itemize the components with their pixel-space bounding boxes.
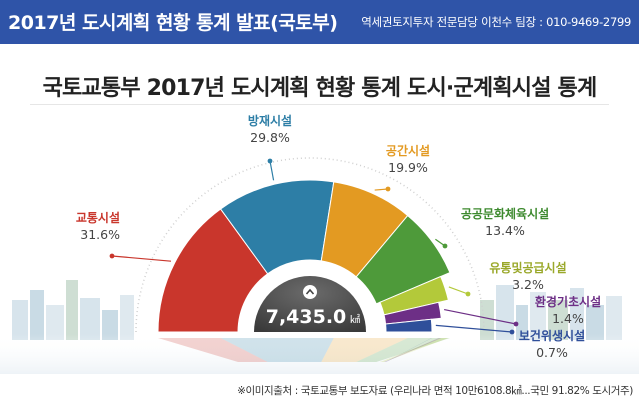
skyline-building bbox=[80, 298, 100, 340]
skyline-building bbox=[46, 305, 64, 340]
slice-name-label: 공간시설 bbox=[386, 143, 430, 158]
chart-slices bbox=[157, 179, 451, 333]
skyline-building bbox=[586, 305, 604, 340]
skyline-building bbox=[120, 295, 134, 340]
skyline-building bbox=[30, 290, 44, 340]
leader-line-6 bbox=[444, 308, 517, 325]
leader-line-1 bbox=[111, 255, 172, 262]
chevron-up-icon-glyph bbox=[305, 288, 315, 295]
center-hub: 7,435.0 ㎢ bbox=[240, 262, 380, 332]
slice-value-label: 29.8% bbox=[250, 130, 290, 145]
leader-dot-6 bbox=[513, 321, 519, 327]
slice-name-label: 방재시설 bbox=[248, 113, 292, 128]
chevron-up-icon bbox=[303, 285, 317, 299]
slice-7 bbox=[385, 318, 433, 333]
skyline-building bbox=[102, 310, 118, 340]
leader-dot-2 bbox=[267, 158, 273, 164]
slice-reflection-6 bbox=[384, 338, 442, 362]
skyline-building bbox=[606, 296, 622, 340]
source-note: ※이미지출처 : 국토교통부 보도자료 (우리나라 면적 10만6108.8㎢.… bbox=[237, 385, 633, 397]
slice-name-label: 교통시설 bbox=[76, 210, 120, 225]
leader-line-2 bbox=[269, 160, 275, 181]
hub-disc bbox=[254, 276, 366, 332]
skyline-building bbox=[570, 288, 584, 340]
slice-reflection-3 bbox=[321, 338, 408, 362]
slice-reflection-4 bbox=[356, 338, 450, 362]
center-total-unit: ㎢ bbox=[350, 314, 360, 326]
leader-dot-5 bbox=[465, 291, 471, 297]
skyline-building bbox=[496, 285, 514, 340]
slice-reflection-7 bbox=[385, 338, 432, 362]
leader-line-5 bbox=[448, 286, 469, 295]
slice-name-label: 공공문화체육시설 bbox=[461, 206, 549, 221]
slice-value-label: 13.4% bbox=[485, 223, 525, 238]
slice-reflection-2 bbox=[220, 338, 334, 362]
slice-name-label: 보건위생시설 bbox=[519, 328, 585, 343]
skyline-building bbox=[516, 305, 528, 340]
leader-dot-3 bbox=[385, 186, 391, 192]
skyline-building bbox=[66, 280, 78, 340]
center-total-value: 7,435.0 bbox=[266, 306, 347, 328]
leader-dot-7 bbox=[509, 329, 515, 335]
skyline-building bbox=[530, 292, 546, 340]
ground-fade bbox=[0, 334, 639, 374]
skyline-building bbox=[12, 300, 28, 340]
slice-value-label: 3.2% bbox=[512, 277, 544, 292]
leader-lines bbox=[109, 158, 519, 335]
leader-line-7 bbox=[435, 324, 513, 333]
slice-reflection-5 bbox=[379, 338, 449, 362]
leader-dot-1 bbox=[109, 253, 115, 259]
slice-value-label: 0.7% bbox=[536, 345, 568, 360]
slice-reflection bbox=[158, 338, 450, 362]
slice-4 bbox=[355, 214, 451, 305]
skyline-building bbox=[548, 300, 568, 340]
top-banner: 2017년 도시계획 현황 통계 발표(국토부) 역세권토지투자 전문담당 이천… bbox=[0, 0, 639, 44]
contact-info: 역세권토지투자 전문담당 이천수 팀장 : 010-9469-2799 bbox=[361, 15, 631, 29]
slice-reflection-1 bbox=[158, 338, 268, 362]
slice-value-label: 31.6% bbox=[80, 227, 120, 242]
slice-labels: 교통시설 31.6% 방재시설 29.8% 공간시설 19.9% 공공문화체육시설 13.4%… bbox=[76, 113, 601, 360]
slice-name-label: 환경기초시설 bbox=[535, 294, 601, 309]
banner-title: 2017년 도시계획 현황 통계 발표(국토부) bbox=[8, 12, 338, 34]
chart-title: 국토교통부 2017년 도시계획 현황 통계 도시·군계획시설 통계 bbox=[42, 76, 598, 101]
slice-name-label: 유통및공급시설 bbox=[489, 260, 566, 275]
slice-value-label: 1.4% bbox=[552, 311, 584, 326]
leader-dot-4 bbox=[442, 243, 448, 249]
title-divider bbox=[30, 104, 609, 105]
slice-value-label: 19.9% bbox=[388, 160, 428, 175]
